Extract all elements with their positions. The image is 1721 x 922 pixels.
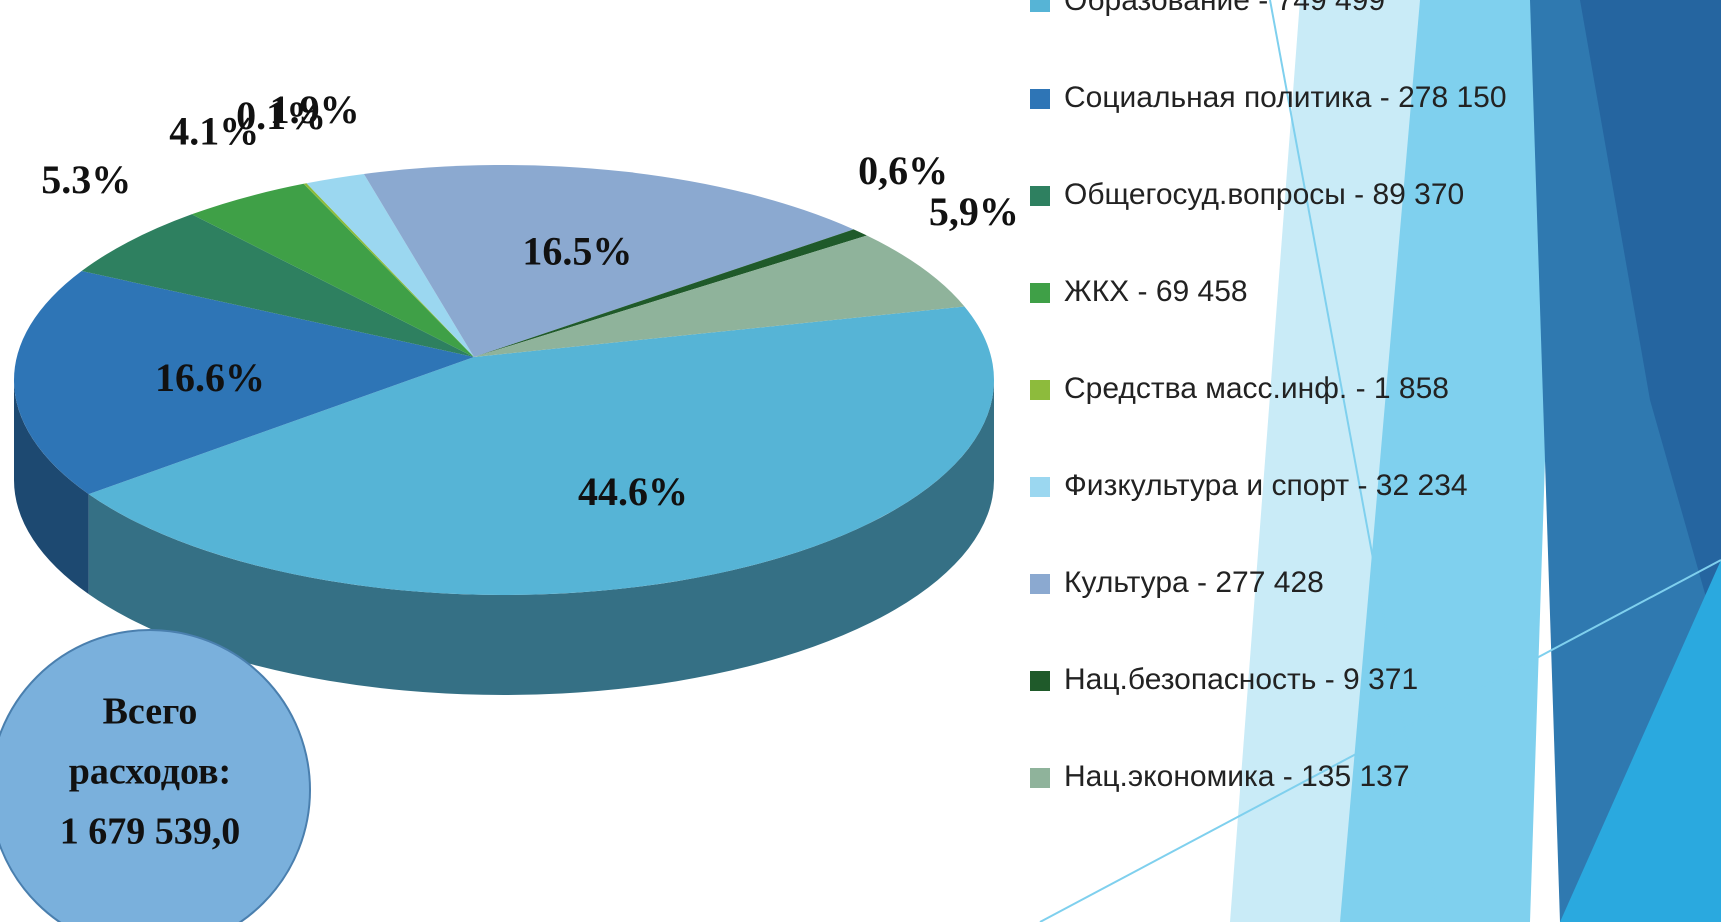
- slice: [474, 229, 867, 357]
- legend-label: ЖКХ - 69 458: [1064, 275, 1248, 308]
- legend-label: Социальная политика - 278 150: [1064, 81, 1507, 114]
- data-label: 1.9%: [270, 87, 360, 132]
- legend-label: Образование - 749 499: [1064, 0, 1385, 17]
- data-label: 4.1%: [169, 109, 259, 154]
- pie: 44.6% 16.6% 5.3% 4.1%0.1%1.9% 16.5% 0,6%5,9%: [13, 87, 1019, 696]
- legend-label: Средства масс.инф. - 1 858: [1064, 372, 1449, 405]
- legend-label: Нац.экономика - 135 137: [1064, 760, 1410, 793]
- data-label: 16.6%: [155, 355, 265, 400]
- total-label: 1 679 539,0: [60, 811, 241, 853]
- total-label: Всего: [103, 691, 198, 733]
- decor-line: [1039, 559, 1721, 922]
- legend-swatch: [1030, 380, 1050, 400]
- pie-sides: [13, 380, 994, 696]
- slice-side: [88, 380, 994, 696]
- total-badge: Всего расходов: 1 679 539,0: [0, 629, 311, 922]
- legend: Образование - 749 499 Социальная политика…: [1030, 0, 1507, 793]
- slice-side: [13, 380, 89, 595]
- legend-label: Нац.безопасность - 9 371: [1064, 663, 1418, 696]
- slice: [474, 235, 965, 357]
- pie-tops: [13, 164, 994, 595]
- decor-shape: [1340, 0, 1560, 922]
- legend-swatch: [1030, 477, 1050, 497]
- data-label: 44.6%: [578, 469, 688, 514]
- legend-label: Общегосуд.вопросы - 89 370: [1064, 178, 1464, 211]
- slice: [306, 173, 474, 357]
- data-label: 0.1%: [236, 93, 326, 138]
- legend-swatch: [1030, 671, 1050, 691]
- legend-swatch: [1030, 574, 1050, 594]
- slice: [363, 164, 854, 357]
- legend-swatch: [1030, 89, 1050, 109]
- slice: [81, 214, 475, 357]
- total-label: расходов:: [69, 751, 231, 793]
- decor-line: [1269, 0, 1441, 922]
- legend-swatch: [1030, 186, 1050, 206]
- legend-label: Культура - 277 428: [1064, 566, 1324, 599]
- legend-swatch: [1030, 0, 1050, 12]
- decor-shape: [1580, 0, 1721, 650]
- legend-swatch: [1030, 283, 1050, 303]
- slice: [88, 306, 994, 595]
- data-label: 5.3%: [41, 157, 131, 202]
- legend-swatch: [1030, 768, 1050, 788]
- slice: [303, 183, 474, 357]
- slice: [13, 271, 474, 495]
- decor-shape: [1560, 560, 1721, 922]
- background-decoration: [1039, 0, 1721, 922]
- legend-label: Физкультура и спорт - 32 234: [1064, 469, 1468, 502]
- data-label: 0,6%: [858, 148, 948, 193]
- data-label: 16.5%: [522, 228, 632, 273]
- slice: [191, 183, 474, 357]
- total-circle: [0, 629, 311, 922]
- data-label: 5,9%: [929, 189, 1019, 234]
